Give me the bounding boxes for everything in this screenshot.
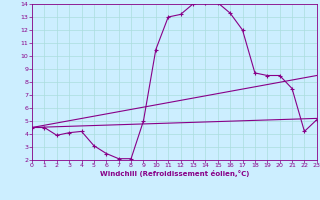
X-axis label: Windchill (Refroidissement éolien,°C): Windchill (Refroidissement éolien,°C) — [100, 170, 249, 177]
